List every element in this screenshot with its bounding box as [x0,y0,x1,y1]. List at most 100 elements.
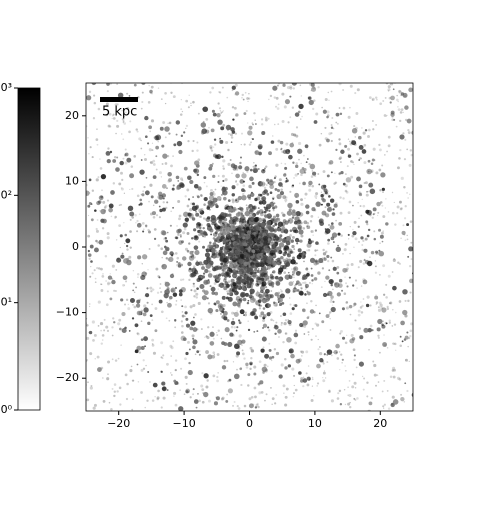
density-speck [270,359,273,362]
density-speck [253,386,257,390]
density-speck [139,198,143,202]
density-speck [193,316,195,319]
density-speck [176,140,183,147]
density-speck [158,191,163,197]
density-speck [140,338,144,341]
density-speck [324,280,326,283]
density-speck [215,254,220,259]
density-speck [276,188,281,193]
density-speck [69,91,73,95]
density-speck [113,390,116,393]
density-speck [129,369,133,373]
density-speck [217,372,219,374]
density-speck [232,118,235,121]
density-speck [188,278,191,282]
density-speck [228,378,232,382]
density-speck [267,280,273,286]
density-speck [299,350,303,353]
density-speck [343,248,347,252]
density-speck [308,96,312,100]
density-speck [245,257,250,262]
density-speck [311,279,314,282]
density-speck [372,207,377,212]
density-speck [201,388,205,392]
density-speck [129,230,132,233]
density-speck [246,170,249,173]
density-speck [385,296,388,299]
density-speck [370,215,372,217]
density-speck [275,321,278,324]
density-speck [269,191,273,194]
density-speck [284,99,291,105]
density-speck [327,435,329,437]
density-speck [108,207,113,213]
density-speck [281,302,285,305]
density-speck [293,266,299,272]
density-speck [228,291,232,295]
density-speck [117,92,124,99]
density-speck [366,190,368,193]
density-speck [392,258,396,262]
density-speck [87,249,91,253]
density-speck [382,264,386,268]
density-speck [245,366,249,369]
density-speck [131,187,134,191]
density-speck [111,326,114,329]
density-speck [357,309,361,313]
density-speck [99,321,104,326]
density-speck [227,149,230,152]
density-speck [315,304,317,307]
density-speck [262,191,267,195]
density-speck [385,283,388,286]
density-speck [95,229,99,233]
density-speck [387,144,391,148]
density-speck [330,354,333,357]
density-speck [251,292,254,295]
density-speck [320,184,326,190]
density-speck [118,386,122,390]
density-speck [252,123,254,126]
density-speck [397,106,399,108]
density-speck [240,251,242,254]
density-speck [399,134,405,140]
density-speck [266,192,270,196]
density-speck [280,321,283,325]
density-speck [353,354,356,357]
density-speck [266,265,271,270]
density-speck [143,69,145,71]
density-speck [248,239,252,244]
density-speck [232,230,236,234]
density-speck [407,197,409,199]
density-speck [158,276,161,279]
density-speck [267,303,272,308]
density-speck [287,364,292,368]
density-speck [288,281,294,287]
density-speck [393,323,397,326]
density-speck [330,256,333,259]
density-speck [353,220,357,224]
density-speck [280,211,284,215]
density-speck [239,309,245,315]
density-speck [112,113,115,116]
density-speck [254,197,258,202]
density-speck [262,307,266,310]
density-speck [111,358,114,361]
density-speck [186,249,190,253]
density-speck [109,150,113,154]
density-speck [122,283,125,287]
density-speck [236,326,239,329]
density-speck [175,175,180,180]
density-speck [289,297,291,299]
density-speck [300,354,303,357]
density-speck [222,310,228,316]
density-speck [223,277,227,281]
density-speck [250,225,253,228]
density-speck [231,106,235,109]
density-speck [200,328,203,330]
x-tick-label: 10 [308,417,322,430]
density-speck [293,435,298,440]
density-speck [289,234,292,238]
density-speck [227,388,233,394]
density-speck [120,203,122,206]
density-speck [216,332,218,334]
